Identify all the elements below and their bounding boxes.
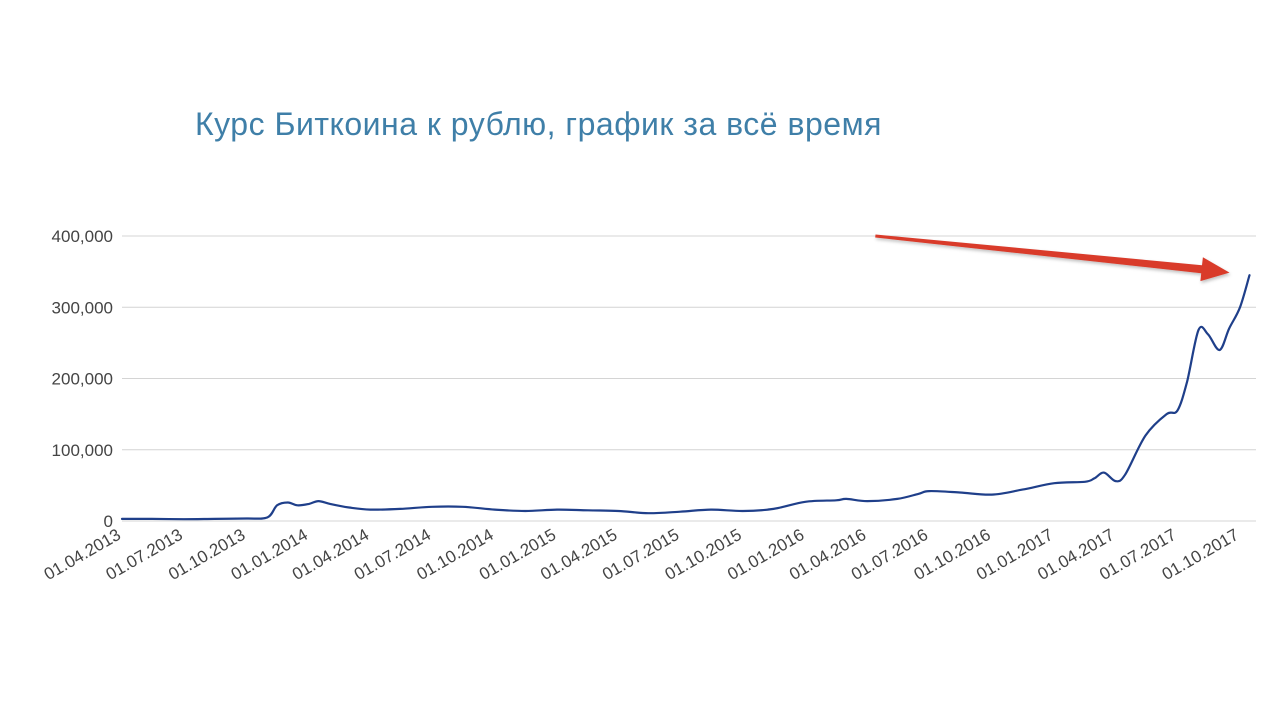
annotation-layer [875, 234, 1230, 282]
chart-title: Курс Биткоина к рублю, график за всё вре… [195, 106, 882, 142]
grid-lines [122, 235, 1256, 522]
y-tick-label: 0 [104, 512, 113, 531]
series-line [120, 274, 1251, 521]
y-axis: 400,000 300,000 200,000 100,000 0 [52, 227, 113, 531]
x-axis: 01.04.201301.07.201301.10.201301.01.2014… [41, 525, 1242, 584]
red-arrow-annotation [875, 234, 1230, 282]
y-tick-label: 300,000 [52, 298, 113, 317]
y-tick-label: 200,000 [52, 370, 113, 389]
series-layer [120, 274, 1251, 521]
y-tick-label: 100,000 [52, 441, 113, 460]
y-tick-label: 400,000 [52, 227, 113, 246]
